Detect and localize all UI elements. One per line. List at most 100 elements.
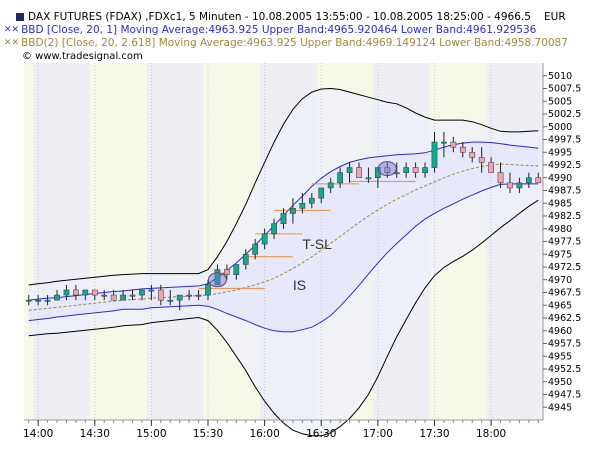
y-tick-label: 4950 [548, 377, 572, 388]
moving-average-line [28, 163, 539, 311]
candle-up [318, 187, 325, 199]
y-tick-label: 4985 [548, 198, 572, 209]
candle-up [82, 289, 89, 296]
marker-ellipse [207, 272, 227, 288]
candle-down [73, 289, 79, 296]
candle-up [195, 294, 202, 297]
candle-down [507, 182, 513, 189]
candle-up [205, 284, 211, 296]
candle-down [91, 289, 98, 296]
y-tick-label: 4945 [548, 402, 572, 413]
candle-up [403, 167, 410, 173]
band-fills [28, 88, 539, 436]
candle-down [110, 294, 117, 301]
chart-title: DAX FUTURES (FDAX) ,FDXc1, 5 Minuten - 1… [28, 11, 531, 23]
bbd1-cross-icon: ✕✕ [4, 25, 20, 35]
candle-up [271, 223, 277, 235]
candle-up [176, 294, 183, 301]
background-stripe [486, 63, 543, 420]
background-stripe [24, 63, 34, 420]
x-tick-label: 18:00 [476, 428, 506, 440]
candle-up [526, 177, 532, 184]
grid [37, 63, 492, 420]
candle-down [384, 167, 391, 173]
candle-up [290, 208, 296, 214]
y-tick-label: 5010 [548, 71, 572, 82]
candle-up [35, 299, 41, 302]
candle-up [120, 294, 126, 301]
annotation-label: T-SL [302, 236, 332, 252]
y-tick-label: 5000 [548, 122, 572, 133]
y-tick-label: 4955 [548, 351, 572, 362]
candle-down [157, 289, 164, 301]
candle-up [299, 203, 306, 209]
candle-up [167, 299, 174, 302]
bbd2-legend-text: BBD(2) [Close, 20, 2.618] Moving Average… [21, 37, 568, 49]
candle-up [365, 177, 372, 180]
candle-down [488, 162, 494, 173]
x-tick-label: 14:00 [23, 428, 53, 440]
y-tick-label: 4962.5 [548, 313, 581, 324]
x-tick-label: 15:30 [193, 428, 223, 440]
y-tick-label: 5005 [548, 96, 572, 107]
background-stripe [146, 63, 204, 420]
candle-down [478, 157, 485, 163]
y-tick-label: 4992.5 [548, 160, 581, 171]
candle-up [101, 294, 108, 297]
y-tick-label: 5007.5 [548, 84, 581, 95]
x-tick-label: 14:30 [80, 428, 110, 440]
candle-up [214, 269, 221, 286]
x-tick-label: 16:00 [249, 428, 279, 440]
candle-up [233, 264, 240, 275]
candle-down [535, 177, 542, 184]
candle-up [252, 243, 259, 255]
x-tick-label: 15:00 [136, 428, 166, 440]
bbd-lower-line [28, 183, 539, 333]
chart-title-row: DAX FUTURES (FDAX) ,FDXc1, 5 Minuten - 1… [16, 11, 531, 23]
annotation-label: IS [293, 277, 306, 293]
y-tick-label: 4952.5 [548, 364, 581, 375]
y-tick-label: 4995 [548, 147, 572, 158]
candle-up [63, 289, 70, 296]
x-tick-label: 16:30 [306, 428, 336, 440]
y-tick-label: 5002.5 [548, 109, 581, 120]
bbd2-upper-line [28, 87, 539, 286]
candle-up [441, 141, 447, 144]
candle-down [412, 167, 419, 173]
candle-down [497, 172, 504, 184]
y-tick-label: 4975 [548, 249, 572, 260]
bbd1-legend-text: BBD [Close, 20, 1] Moving Average:4963.9… [21, 24, 537, 36]
y-tick-label: 4980 [548, 224, 572, 235]
candle-down [224, 269, 230, 275]
candle-up [139, 289, 145, 296]
y-tick-label: 4997.5 [548, 135, 581, 146]
candle-up [516, 182, 523, 189]
y-tick-label: 4987.5 [548, 186, 581, 197]
y-tick-label: 4972.5 [548, 262, 581, 273]
candle-up [186, 294, 192, 297]
marker-ellipse [377, 161, 397, 177]
bbd2-cross-icon: ✕✕ [4, 38, 20, 48]
y-tick-label: 4990 [548, 173, 572, 184]
annotations: T-SL IS [293, 236, 332, 293]
candle-up [44, 299, 51, 302]
candle-up [54, 294, 60, 301]
y-tick-label: 4957.5 [548, 339, 581, 350]
candle-up [337, 172, 343, 184]
y-tick-label: 4970 [548, 275, 572, 286]
candle-up [280, 213, 287, 224]
bbd1-legend: ✕✕ BBD [Close, 20, 1] Moving Average:4963… [4, 24, 536, 36]
y-tick-label: 4960 [548, 326, 572, 337]
candle-up [327, 182, 334, 189]
bbd2-legend: ✕✕ BBD(2) [Close, 20, 2.618] Moving Avera… [4, 37, 568, 49]
x-tick-label: 17:00 [363, 428, 393, 440]
candle-up [422, 167, 428, 173]
markers [207, 161, 397, 288]
y-tick-label: 4977.5 [548, 237, 581, 248]
candle-up [431, 141, 438, 168]
currency-label: EUR [544, 11, 566, 23]
candle-down [356, 167, 362, 179]
candle-up [242, 254, 249, 265]
bbd2-lower-line [28, 199, 539, 437]
